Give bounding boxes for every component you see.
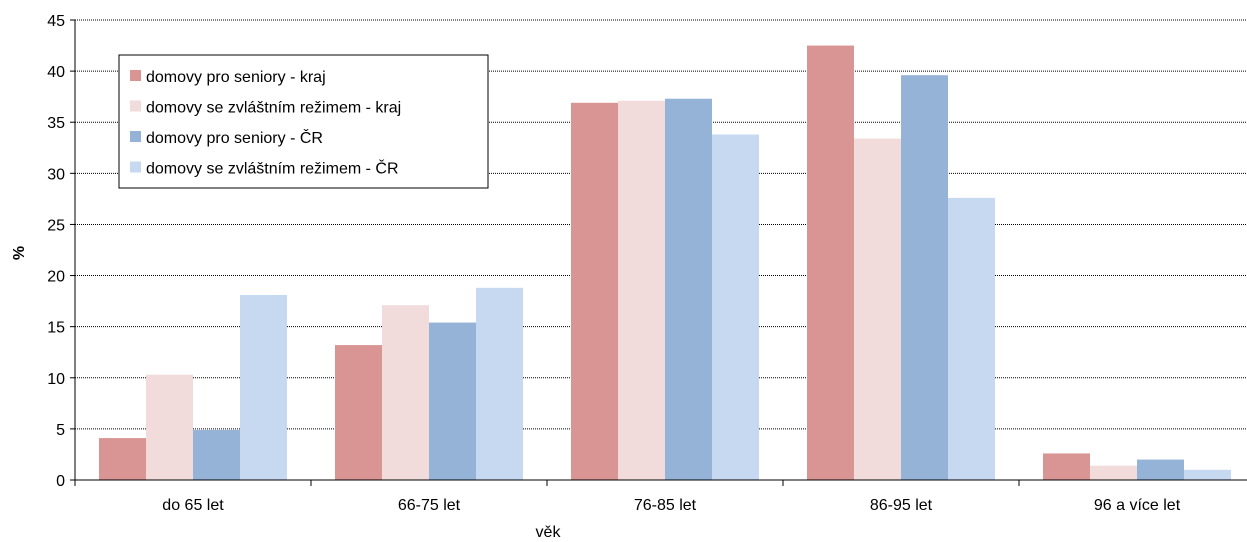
x-tick-label: 76-85 let xyxy=(634,497,697,514)
y-tick-label: 0 xyxy=(56,473,65,490)
bar xyxy=(1043,453,1090,480)
y-tick-label: 40 xyxy=(47,64,65,81)
bar xyxy=(382,305,429,480)
legend-label: domovy se zvláštním režimem - kraj xyxy=(146,100,401,117)
bar xyxy=(854,138,901,481)
y-tick-label: 25 xyxy=(47,217,65,234)
bar xyxy=(99,438,146,480)
bar xyxy=(1137,459,1184,480)
bar xyxy=(807,45,854,481)
x-tick-label: 66-75 let xyxy=(398,497,461,514)
bar xyxy=(901,75,948,480)
y-tick-label: 45 xyxy=(47,13,65,30)
x-axis-title: věk xyxy=(536,524,562,541)
y-tick-label: 30 xyxy=(47,166,65,183)
axes xyxy=(70,19,1247,486)
bars xyxy=(99,45,1231,481)
bar xyxy=(571,102,618,481)
y-tick-label: 15 xyxy=(47,320,65,337)
legend-label: domovy se zvláštním režimem - ČR xyxy=(146,159,399,178)
y-tick-label: 5 xyxy=(56,422,65,439)
legend-swatch xyxy=(130,100,141,112)
x-tick-label: 96 a více let xyxy=(1094,497,1181,514)
x-axis-ticks: do 65 let 66-75 let 76-85 let 86-95 let 96 a… xyxy=(162,497,1180,514)
legend-label: domovy pro seniory - ČR xyxy=(146,128,323,147)
bar xyxy=(193,429,240,480)
bar xyxy=(665,98,712,480)
y-axis-ticks: 0 5 10 15 20 25 30 35 40 45 xyxy=(47,13,65,490)
y-tick-label: 10 xyxy=(47,371,65,388)
legend-swatch xyxy=(130,161,141,173)
bar xyxy=(146,374,193,480)
legend-label: domovy pro seniory - kraj xyxy=(146,69,326,86)
y-tick-label: 20 xyxy=(47,269,65,286)
bar xyxy=(335,345,382,480)
legend: domovy pro seniory - kraj domovy se zvláš… xyxy=(118,54,489,189)
bar xyxy=(1090,465,1137,480)
bar xyxy=(240,294,287,480)
bar xyxy=(476,287,523,480)
x-tick-label: 86-95 let xyxy=(870,497,933,514)
x-tick-label: do 65 let xyxy=(162,497,224,514)
legend-swatch xyxy=(130,70,141,81)
legend-swatch xyxy=(130,131,141,142)
y-axis-title: % xyxy=(11,246,28,260)
bar xyxy=(948,197,995,480)
legend-box xyxy=(118,54,489,189)
bar xyxy=(618,100,665,480)
bar xyxy=(1184,469,1231,480)
bar xyxy=(429,322,476,480)
bar xyxy=(712,134,759,480)
y-tick-label: 35 xyxy=(47,115,65,132)
